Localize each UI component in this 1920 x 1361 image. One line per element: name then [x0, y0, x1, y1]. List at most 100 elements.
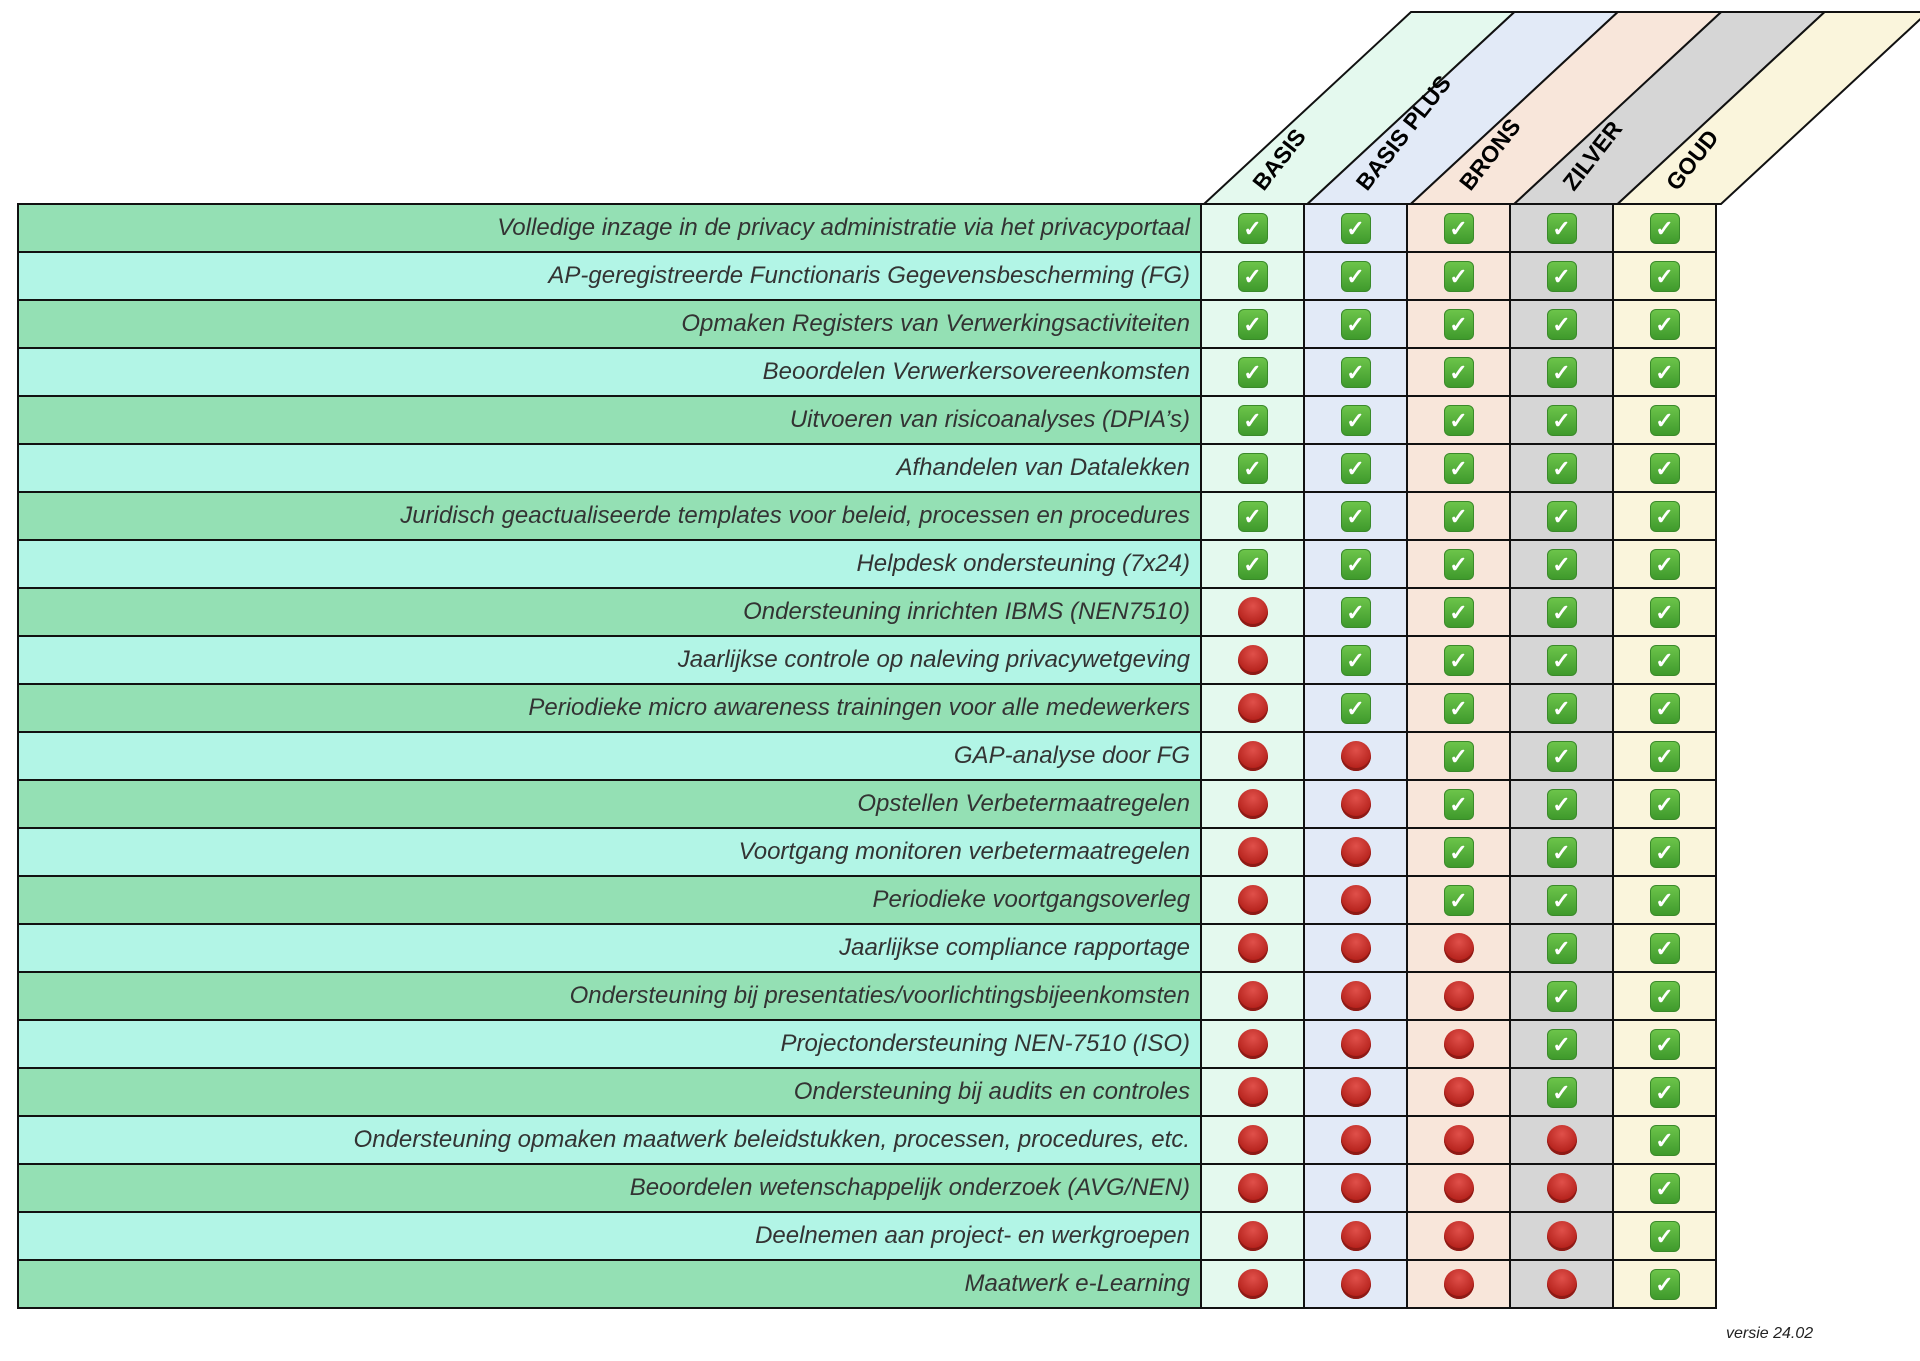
red-circle-icon	[1237, 1269, 1268, 1299]
check-mark-icon: ✓	[1237, 356, 1268, 388]
check-mark-icon: ✓	[1340, 548, 1371, 580]
check-mark-icon: ✓	[1443, 500, 1474, 532]
tier-cell	[1303, 779, 1408, 829]
tier-cell	[1303, 1163, 1408, 1213]
tier-cell	[1509, 1211, 1614, 1261]
table-row: Ondersteuning inrichten IBMS (NEN7510) ✓ ✓…	[17, 587, 1717, 637]
tier-cell: ✓	[1612, 395, 1717, 445]
tier-cell	[1303, 1067, 1408, 1117]
tier-cell: ✓	[1303, 587, 1408, 637]
tier-cell	[1200, 731, 1305, 781]
tier-cell	[1200, 635, 1305, 685]
feature-label: Juridisch geactualiseerde templates voor…	[17, 491, 1202, 541]
tier-cell: ✓	[1509, 635, 1614, 685]
check-mark-icon: ✓	[1443, 836, 1474, 868]
red-circle-icon	[1340, 981, 1371, 1011]
tier-cell: ✓	[1509, 587, 1614, 637]
tier-cell: ✓	[1406, 491, 1511, 541]
table-row: Juridisch geactualiseerde templates voor…	[17, 491, 1717, 541]
tier-cell	[1509, 1163, 1614, 1213]
check-mark-icon: ✓	[1443, 740, 1474, 772]
check-mark-icon: ✓	[1649, 356, 1680, 388]
tier-cell: ✓	[1303, 539, 1408, 589]
check-mark-icon: ✓	[1649, 1076, 1680, 1108]
red-circle-icon	[1546, 1125, 1577, 1155]
red-circle-icon	[1237, 981, 1268, 1011]
red-circle-icon	[1237, 933, 1268, 963]
check-mark-icon: ✓	[1649, 260, 1680, 292]
red-circle-icon	[1443, 933, 1474, 963]
red-circle-icon	[1340, 885, 1371, 915]
check-mark-icon: ✓	[1443, 548, 1474, 580]
check-mark-icon: ✓	[1649, 932, 1680, 964]
feature-label: Periodieke voortgangsoverleg	[17, 875, 1202, 925]
tier-cell: ✓	[1612, 635, 1717, 685]
tier-cell: ✓	[1612, 203, 1717, 253]
feature-label: Jaarlijkse controle op naleving privacyw…	[17, 635, 1202, 685]
tier-cell	[1303, 923, 1408, 973]
feature-label: Maatwerk e-Learning	[17, 1259, 1202, 1309]
check-mark-icon: ✓	[1546, 788, 1577, 820]
tier-cell: ✓	[1200, 539, 1305, 589]
check-mark-icon: ✓	[1237, 548, 1268, 580]
red-circle-icon	[1443, 1029, 1474, 1059]
tier-cell	[1509, 1259, 1614, 1309]
tier-cell: ✓	[1303, 299, 1408, 349]
feature-label: Jaarlijkse compliance rapportage	[17, 923, 1202, 973]
check-mark-icon: ✓	[1546, 548, 1577, 580]
tier-cell: ✓	[1406, 251, 1511, 301]
check-mark-icon: ✓	[1340, 644, 1371, 676]
tier-cell	[1200, 683, 1305, 733]
tier-cell: ✓	[1406, 875, 1511, 925]
tier-cell: ✓	[1612, 299, 1717, 349]
check-mark-icon: ✓	[1546, 884, 1577, 916]
tier-cell: ✓	[1509, 923, 1614, 973]
version-label: versie 24.02	[1726, 1325, 1814, 1342]
feature-label: Opmaken Registers van Verwerkingsactivit…	[17, 299, 1202, 349]
tier-cell: ✓	[1509, 491, 1614, 541]
check-mark-icon: ✓	[1340, 308, 1371, 340]
check-mark-icon: ✓	[1340, 260, 1371, 292]
tier-cell: ✓	[1303, 635, 1408, 685]
check-mark-icon: ✓	[1649, 1124, 1680, 1156]
tier-cell	[1406, 1067, 1511, 1117]
table-row: Voortgang monitoren verbetermaatregelen ✓…	[17, 827, 1717, 877]
check-mark-icon: ✓	[1443, 884, 1474, 916]
red-circle-icon	[1546, 1269, 1577, 1299]
red-circle-icon	[1340, 1221, 1371, 1251]
check-mark-icon: ✓	[1649, 212, 1680, 244]
red-circle-icon	[1443, 1077, 1474, 1107]
check-mark-icon: ✓	[1237, 212, 1268, 244]
check-mark-icon: ✓	[1649, 308, 1680, 340]
red-circle-icon	[1237, 741, 1268, 771]
tier-cell: ✓	[1612, 347, 1717, 397]
tier-cell	[1303, 1211, 1408, 1261]
table-row: Jaarlijkse compliance rapportage ✓ ✓	[17, 923, 1717, 973]
tier-cell	[1303, 827, 1408, 877]
check-mark-icon: ✓	[1649, 836, 1680, 868]
check-mark-icon: ✓	[1340, 452, 1371, 484]
feature-label: Deelnemen aan project- en werkgroepen	[17, 1211, 1202, 1261]
red-circle-icon	[1237, 1125, 1268, 1155]
tier-cell	[1200, 779, 1305, 829]
tier-cell: ✓	[1509, 299, 1614, 349]
check-mark-icon: ✓	[1546, 836, 1577, 868]
table-row: GAP-analyse door FG ✓ ✓ ✓	[17, 731, 1717, 781]
tier-cell: ✓	[1509, 395, 1614, 445]
check-mark-icon: ✓	[1546, 692, 1577, 724]
feature-label: Ondersteuning opmaken maatwerk beleidstu…	[17, 1115, 1202, 1165]
tier-cell: ✓	[1303, 251, 1408, 301]
tier-cell	[1406, 1211, 1511, 1261]
tier-cell	[1406, 923, 1511, 973]
table-row: Helpdesk ondersteuning (7x24) ✓ ✓ ✓ ✓ ✓	[17, 539, 1717, 589]
tier-cell: ✓	[1200, 443, 1305, 493]
tier-cell: ✓	[1406, 443, 1511, 493]
red-circle-icon	[1340, 1269, 1371, 1299]
tier-cell: ✓	[1509, 203, 1614, 253]
check-mark-icon: ✓	[1546, 500, 1577, 532]
tier-cell: ✓	[1612, 443, 1717, 493]
tier-cell: ✓	[1200, 299, 1305, 349]
check-mark-icon: ✓	[1443, 404, 1474, 436]
tier-cell	[1406, 1019, 1511, 1069]
